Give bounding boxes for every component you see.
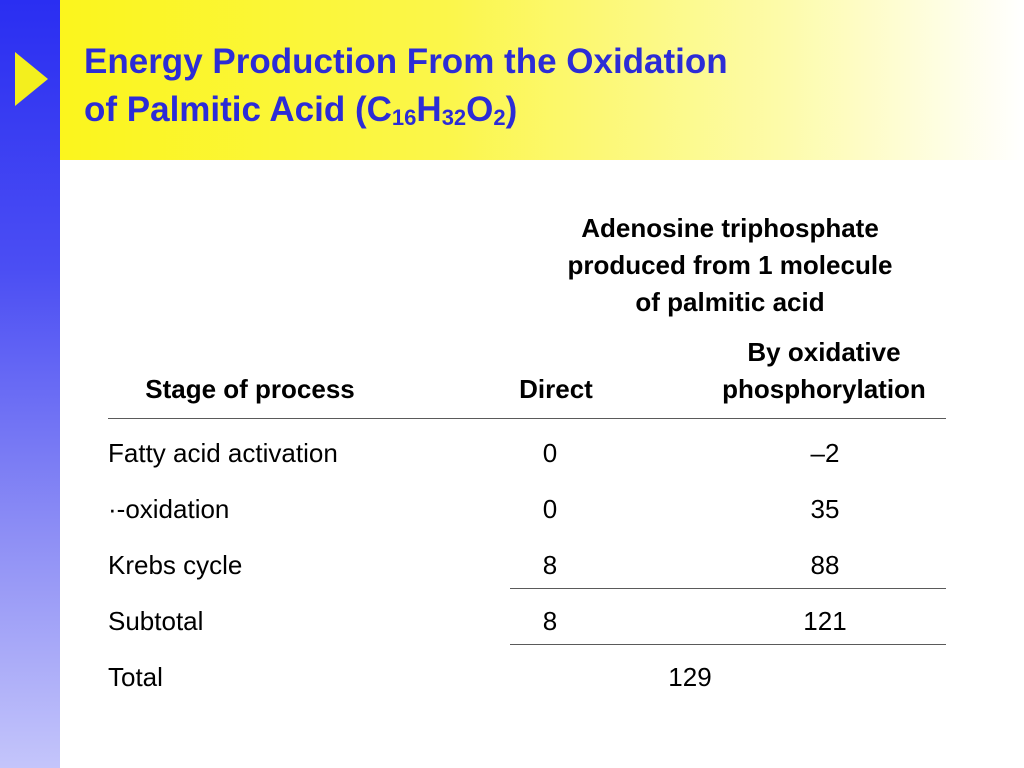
column-header-stage: Stage of process bbox=[145, 374, 355, 404]
row-stage-total: Total bbox=[108, 662, 163, 692]
row-direct-krebs-cycle: 8 bbox=[542, 550, 558, 580]
row-stage-subtotal: Subtotal bbox=[108, 606, 204, 636]
title-close-paren: ) bbox=[505, 90, 518, 129]
column-header-oxphos-line-2: phosphorylation bbox=[722, 374, 926, 404]
slide-title: Energy Production From the Oxidation of … bbox=[84, 38, 728, 134]
title-subscript-2: 2 bbox=[493, 105, 506, 130]
title-subscript-16: 16 bbox=[391, 105, 417, 130]
row-oxphos-fatty-acid-activation: –2 bbox=[810, 438, 840, 468]
total-divider bbox=[510, 644, 946, 645]
atp-group-header-line-3: of palmitic acid bbox=[635, 287, 825, 317]
atp-group-header-line-1: Adenosine triphosphate bbox=[581, 213, 879, 243]
title-band bbox=[60, 0, 1024, 160]
row-oxphos-beta-oxidation: 35 bbox=[810, 494, 840, 524]
title-o: O bbox=[466, 90, 494, 129]
row-oxphos-krebs-cycle: 88 bbox=[810, 550, 840, 580]
title-line-1: Energy Production From the Oxidation bbox=[84, 42, 728, 81]
row-direct-beta-oxidation: 0 bbox=[542, 494, 558, 524]
play-arrow-icon bbox=[15, 52, 48, 106]
atp-group-header-line-2: produced from 1 molecule bbox=[567, 250, 893, 280]
title-h: H bbox=[416, 90, 442, 129]
row-stage-fatty-acid-activation: Fatty acid activation bbox=[108, 438, 338, 468]
subtotal-divider bbox=[510, 588, 946, 589]
row-total-value: 129 bbox=[668, 662, 712, 692]
row-oxphos-subtotal: 121 bbox=[803, 606, 847, 636]
title-subscript-32: 32 bbox=[441, 105, 467, 130]
row-stage-krebs-cycle: Krebs cycle bbox=[108, 550, 243, 580]
row-stage-beta-oxidation: ·-oxidation bbox=[108, 494, 230, 524]
row-direct-fatty-acid-activation: 0 bbox=[542, 438, 558, 468]
column-header-direct: Direct bbox=[519, 374, 593, 404]
left-accent-bar bbox=[0, 0, 60, 768]
column-header-oxphos-line-1: By oxidative bbox=[747, 337, 901, 367]
row-direct-subtotal: 8 bbox=[542, 606, 558, 636]
header-divider bbox=[108, 418, 946, 419]
title-line-2-prefix: of Palmitic Acid (C bbox=[84, 90, 392, 129]
